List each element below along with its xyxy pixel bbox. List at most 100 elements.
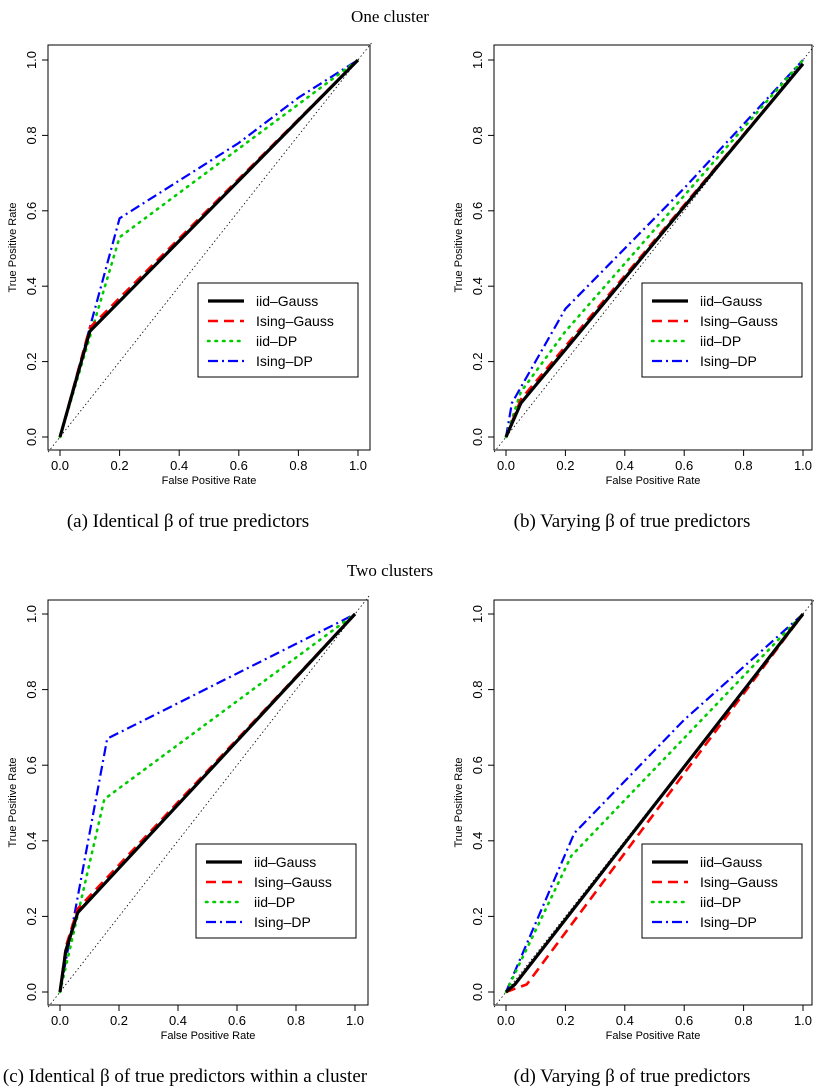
plot-frame: [493, 44, 813, 451]
y-tick-label: 1.0: [470, 605, 485, 623]
series-line-iid-gauss: [504, 62, 805, 438]
series-line-ising-gauss: [504, 62, 804, 438]
x-tick-label: 1.0: [346, 1013, 364, 1028]
panel-caption: (c) Identical β of true predictors withi…: [3, 1066, 368, 1087]
legend-label: Ising–Gauss: [700, 313, 778, 329]
diagonal-reference-line: [493, 599, 814, 1008]
series-line-ising-dp: [58, 613, 356, 993]
chart-panel-3: 0.0 0.2 0.4 0.6 0.8 1.0 0.0 0.2 0.4 0.6 0.8 1.0 Fals…: [453, 599, 814, 1087]
x-tick-label: 0.8: [289, 458, 307, 473]
x-tick-label: 0.6: [228, 1013, 246, 1028]
x-axis-label: False Positive Rate: [606, 475, 701, 487]
chart-panel-0: 0.0 0.2 0.4 0.6 0.8 1.0 0.0 0.2 0.4 0.6 0.8 1.0 Fals…: [7, 40, 374, 532]
panel-caption: (b) Varying β of true predictors: [514, 511, 751, 532]
y-axis-label: True Positive Rate: [7, 202, 19, 292]
y-tick-label: 0.2: [24, 907, 39, 925]
x-tick-label: 0.2: [110, 1013, 128, 1028]
diagonal-reference-line: [47, 594, 371, 1008]
legend-label: Ising–Gauss: [254, 874, 332, 890]
legend-label: iid–Gauss: [254, 854, 316, 870]
series-line-ising-dp: [504, 613, 804, 993]
legend-label: Ising–DP: [256, 353, 313, 369]
x-tick-label: 0.6: [230, 458, 248, 473]
x-tick-label: 0.0: [51, 458, 69, 473]
x-tick-label: 1.0: [794, 458, 812, 473]
x-tick-label: 0.2: [556, 1013, 574, 1028]
legend-label: Ising–DP: [700, 914, 757, 930]
legend-box: [641, 282, 803, 378]
x-tick-label: 0.4: [170, 458, 188, 473]
legend-label: iid–DP: [700, 894, 741, 910]
chart-panel-1: 0.0 0.2 0.4 0.6 0.8 1.0 0.0 0.2 0.4 0.6 0.8 1.0 Fals…: [453, 44, 814, 532]
y-tick-label: 0.8: [24, 126, 39, 144]
y-tick-label: 0.4: [470, 832, 485, 850]
y-axis-label: True Positive Rate: [453, 202, 465, 292]
y-axis-label: True Positive Rate: [7, 757, 19, 847]
x-tick-label: 0.0: [51, 1013, 69, 1028]
series-line-ising-dp: [504, 59, 804, 438]
chart-panel-2: 0.0 0.2 0.4 0.6 0.8 1.0 0.0 0.2 0.4 0.6 0.8 1.0 Fals…: [3, 594, 371, 1087]
series-line-ising-gauss: [505, 613, 805, 994]
x-tick-label: 0.8: [287, 1013, 305, 1028]
y-tick-label: 0.6: [24, 756, 39, 774]
y-tick-label: 0.0: [470, 983, 485, 1001]
plot-frame: [47, 44, 371, 451]
y-tick-label: 0.6: [470, 202, 485, 220]
y-tick-label: 1.0: [24, 51, 39, 69]
legend-box: [195, 843, 357, 939]
y-axis-label: True Positive Rate: [453, 757, 465, 847]
series-line-iid-dp: [504, 612, 805, 994]
series-line-ising-dp: [58, 59, 359, 438]
section-title-two-clusters: Two clusters: [347, 561, 433, 580]
x-tick-label: 0.2: [556, 458, 574, 473]
legend-label: iid–Gauss: [256, 293, 318, 309]
x-tick-label: 0.8: [735, 1013, 753, 1028]
plot-frame: [493, 599, 813, 1006]
series-line-iid-dp: [504, 58, 805, 439]
legend-label: iid–DP: [700, 333, 741, 349]
y-tick-label: 0.0: [470, 428, 485, 446]
y-tick-label: 0.8: [24, 681, 39, 699]
y-tick-label: 0.6: [24, 202, 39, 220]
x-tick-label: 0.4: [616, 458, 634, 473]
series-line-iid-gauss: [58, 612, 357, 993]
legend-label: iid–DP: [254, 894, 295, 910]
legend-label: Ising–Gauss: [256, 313, 334, 329]
y-tick-label: 0.0: [24, 428, 39, 446]
x-tick-label: 0.0: [497, 458, 515, 473]
section-title-one-cluster: One cluster: [351, 7, 429, 26]
y-tick-label: 0.6: [470, 756, 485, 774]
y-tick-label: 0.4: [24, 832, 39, 850]
y-tick-label: 0.4: [470, 277, 485, 295]
x-tick-label: 1.0: [349, 458, 367, 473]
y-tick-label: 1.0: [470, 51, 485, 69]
x-axis-label: False Positive Rate: [162, 475, 257, 487]
x-tick-label: 0.2: [111, 458, 129, 473]
y-tick-label: 0.2: [470, 353, 485, 371]
x-tick-label: 0.0: [497, 1013, 515, 1028]
series-line-iid-dp: [58, 612, 357, 994]
panel-caption: (d) Varying β of true predictors: [514, 1066, 751, 1087]
legend-label: Ising–Gauss: [700, 874, 778, 890]
legend-label: Ising–DP: [700, 353, 757, 369]
legend-label: iid–Gauss: [700, 293, 762, 309]
y-tick-label: 0.2: [24, 353, 39, 371]
legend-box: [197, 282, 359, 378]
y-tick-label: 0.0: [24, 983, 39, 1001]
panel-caption: (a) Identical β of true predictors: [67, 511, 309, 532]
x-tick-label: 0.4: [616, 1013, 634, 1028]
x-tick-label: 0.8: [735, 458, 753, 473]
series-line-iid-gauss: [58, 58, 360, 438]
y-tick-label: 1.0: [24, 605, 39, 623]
x-tick-label: 0.6: [675, 1013, 693, 1028]
x-tick-label: 1.0: [794, 1013, 812, 1028]
legend-label: iid–DP: [256, 333, 297, 349]
y-tick-label: 0.8: [470, 126, 485, 144]
y-tick-label: 0.4: [24, 277, 39, 295]
x-tick-label: 0.6: [675, 458, 693, 473]
legend-label: Ising–DP: [254, 914, 311, 930]
y-tick-label: 0.2: [470, 907, 485, 925]
x-tick-label: 0.4: [169, 1013, 187, 1028]
plot-frame: [47, 599, 369, 1006]
